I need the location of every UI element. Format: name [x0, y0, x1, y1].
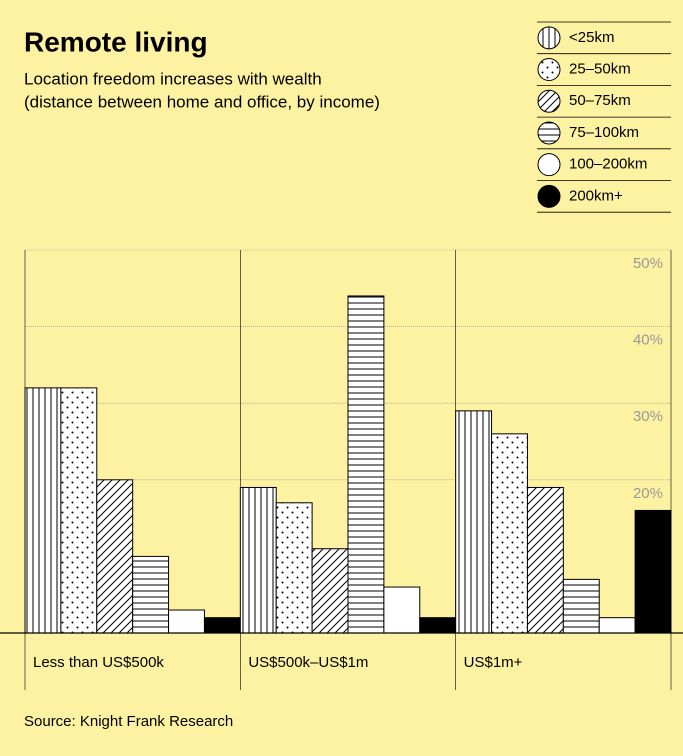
- x-tick-label: US$1m+: [464, 654, 523, 671]
- bar: [491, 433, 528, 634]
- legend-label: 50–75km: [569, 92, 631, 109]
- legend-label: 100–200km: [569, 156, 647, 173]
- y-tick-label: 50%: [633, 255, 663, 272]
- bar: [24, 387, 62, 634]
- chart-title: Remote living: [24, 26, 208, 57]
- x-tick-label: Less than US$500k: [33, 654, 164, 671]
- legend-label: <25km: [569, 29, 614, 46]
- legend-swatch: [537, 121, 561, 145]
- bar: [168, 609, 205, 634]
- bar: [455, 410, 493, 634]
- bar: [634, 509, 672, 634]
- bar: [275, 502, 313, 634]
- bar: [526, 486, 564, 634]
- source: Source: Knight Frank Research: [24, 713, 233, 730]
- bar: [203, 617, 241, 634]
- bar: [383, 586, 421, 634]
- bar: [562, 578, 600, 634]
- legend-label: 25–50km: [569, 61, 631, 78]
- legend-swatch: [537, 89, 561, 113]
- y-tick-label: 20%: [633, 485, 663, 502]
- bar: [311, 548, 349, 634]
- bar: [598, 617, 636, 634]
- y-tick-label: 40%: [633, 332, 663, 349]
- subtitle: Location freedom increases with wealth: [24, 69, 322, 88]
- legend-swatch: [537, 58, 561, 82]
- bar: [132, 555, 170, 634]
- legend-swatch: [537, 153, 561, 177]
- legend-label: 200km+: [569, 187, 623, 204]
- bar: [347, 295, 385, 634]
- bar: [96, 479, 134, 634]
- subtitle: (distance between home and office, by in…: [24, 92, 380, 111]
- legend-label: 75–100km: [569, 124, 639, 141]
- bar: [239, 486, 277, 634]
- bar: [60, 387, 98, 634]
- legend-swatch: [537, 26, 561, 50]
- legend-swatch: [537, 184, 561, 208]
- bar: [419, 617, 457, 634]
- x-tick-label: US$500k–US$1m: [248, 654, 368, 671]
- y-tick-label: 30%: [633, 408, 663, 425]
